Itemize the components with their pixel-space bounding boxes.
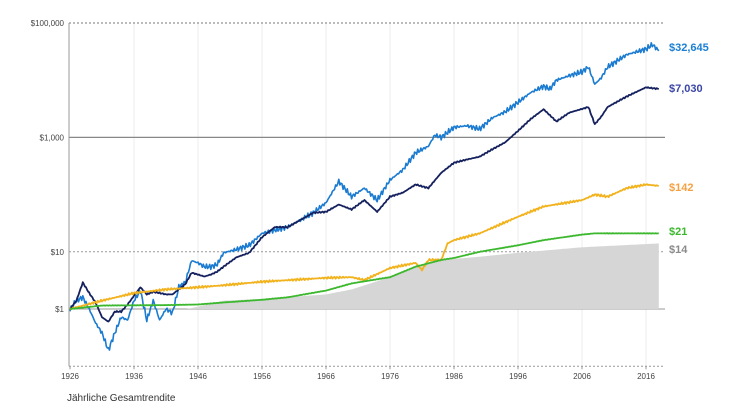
x-tick-label: 1926 [61,372,79,381]
end-labels: $32,645 $7,030 $142 $21 $14 [669,42,709,256]
axes: 1926 1936 1946 1956 1966 1976 1986 1996 2006 2016… [31,19,656,381]
chart-caption: Jährliche Gesamtrendite [67,393,176,404]
x-tick-label: 2016 [637,372,655,381]
series-end-label: $32,645 [669,42,709,54]
series-end-label: $21 [669,226,687,238]
x-tick-label: 1976 [381,372,399,381]
x-tick-label: 1946 [189,372,207,381]
x-tick-label: 2006 [573,372,591,381]
x-tick-label: 1966 [317,372,335,381]
series-line-3 [69,232,659,310]
series-area-4 [70,243,659,309]
series-line-0 [69,42,660,351]
y-tick-label: $1,000 [40,133,65,142]
y-tick-label: $1 [55,305,64,314]
x-tick-label: 1996 [509,372,527,381]
series-end-label: $142 [669,182,693,194]
series-line-1 [69,86,660,323]
y-tick-label: $10 [51,248,65,257]
area-layer [70,243,659,309]
lines-layer [69,42,660,351]
x-tick-label: 1986 [445,372,463,381]
series-end-label: $7,030 [669,83,703,95]
x-tick-label: 1956 [253,372,271,381]
series-line-2 [69,183,659,311]
y-tick-label: $100,000 [31,19,65,28]
series-end-label: $14 [669,244,688,256]
x-tick-label: 1936 [125,372,143,381]
